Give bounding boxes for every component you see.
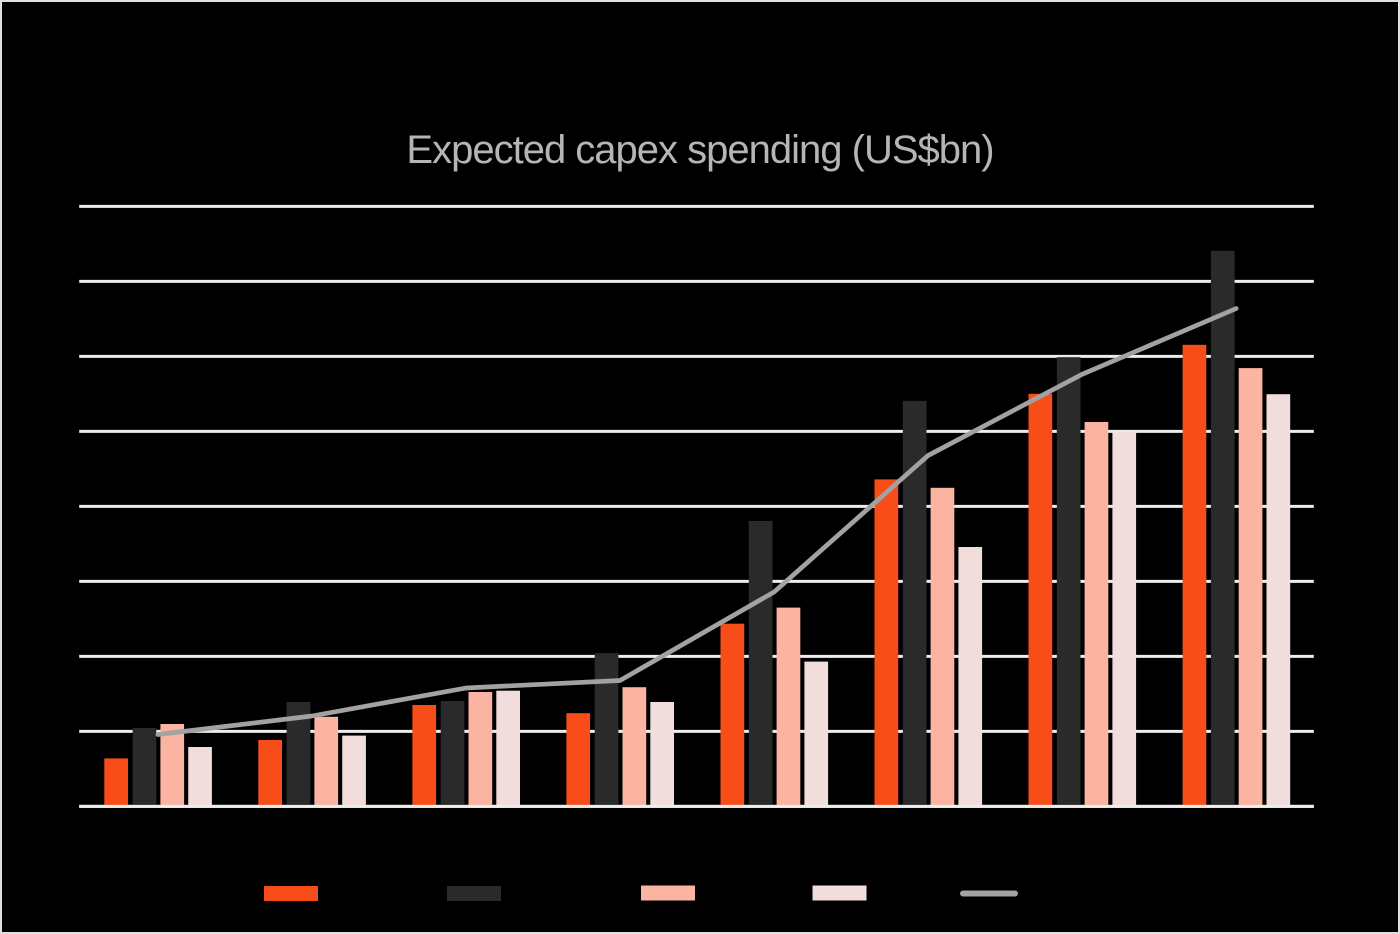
svg-text:Expected capex spending (US$bn: Expected capex spending (US$bn) <box>406 128 993 172</box>
